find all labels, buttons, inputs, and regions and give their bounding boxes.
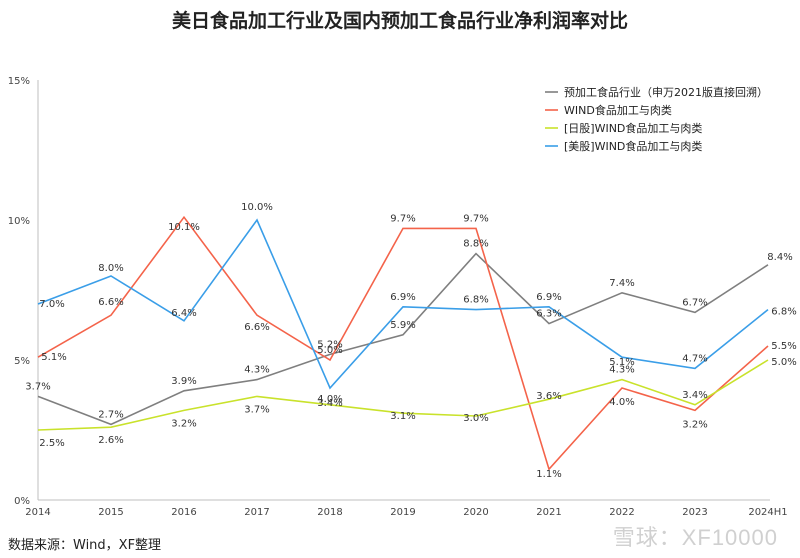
data-label: 4.7% bbox=[682, 353, 707, 364]
y-tick-label: 10% bbox=[8, 216, 30, 227]
data-label: 4.0% bbox=[609, 397, 634, 408]
data-label: 3.4% bbox=[682, 390, 707, 401]
x-tick-label: 2021 bbox=[536, 507, 561, 518]
y-tick-label: 5% bbox=[14, 356, 30, 367]
data-label: 8.4% bbox=[767, 252, 792, 263]
data-label: 5.2% bbox=[317, 339, 342, 350]
y-tick-label: 0% bbox=[14, 496, 30, 507]
legend-label: WIND食品加工与肉类 bbox=[564, 103, 672, 117]
data-label: 5.0% bbox=[317, 345, 342, 356]
data-label: 6.8% bbox=[463, 295, 488, 306]
data-label: 6.6% bbox=[244, 322, 269, 333]
data-label: 5.5% bbox=[771, 341, 796, 352]
series-line bbox=[37, 252, 769, 426]
watermark: 雪球：XF10000 bbox=[612, 525, 778, 550]
source-note: 数据来源：Wind，XF整理 bbox=[8, 538, 162, 553]
data-label: 6.4% bbox=[171, 308, 196, 319]
series-line bbox=[37, 359, 769, 431]
x-tick-label: 2015 bbox=[98, 507, 123, 518]
data-label: 1.1% bbox=[536, 469, 561, 480]
data-label: 5.1% bbox=[41, 352, 66, 363]
legend-label: [美股]WIND食品加工与肉类 bbox=[564, 139, 702, 153]
legend-label: 预加工食品行业（申万2021版直接回溯） bbox=[564, 85, 768, 99]
data-label: 10.1% bbox=[168, 222, 200, 233]
x-tick-label: 2016 bbox=[171, 507, 196, 518]
data-label: 6.7% bbox=[682, 297, 707, 308]
data-label: 10.0% bbox=[241, 202, 273, 213]
data-label: 2.7% bbox=[98, 409, 123, 420]
x-tick-label: 2020 bbox=[463, 507, 488, 518]
data-label: 3.7% bbox=[244, 404, 269, 415]
y-tick-label: 15% bbox=[8, 76, 30, 87]
data-label: 4.0% bbox=[317, 394, 342, 405]
data-label: 8.8% bbox=[463, 239, 488, 250]
data-label: 3.2% bbox=[171, 418, 196, 429]
x-tick-label: 2017 bbox=[244, 507, 269, 518]
series-line bbox=[37, 218, 769, 390]
data-label: 6.9% bbox=[536, 292, 561, 303]
data-label: 3.4% bbox=[317, 398, 342, 409]
data-label: 8.0% bbox=[98, 263, 123, 274]
data-label: 4.3% bbox=[244, 365, 269, 376]
data-label: 3.1% bbox=[390, 411, 415, 422]
data-label: 5.1% bbox=[609, 357, 634, 368]
data-label: 5.9% bbox=[390, 320, 415, 331]
data-label: 9.7% bbox=[463, 213, 488, 224]
data-label: 6.9% bbox=[390, 292, 415, 303]
x-tick-label: 2023 bbox=[682, 507, 707, 518]
data-label: 2.6% bbox=[98, 435, 123, 446]
x-tick-label: 2018 bbox=[317, 507, 342, 518]
data-label: 7.0% bbox=[39, 299, 64, 310]
x-tick-label: 2024H1 bbox=[748, 507, 787, 518]
series-line bbox=[37, 215, 769, 471]
data-label: 2.5% bbox=[39, 438, 64, 449]
data-label: 6.6% bbox=[98, 297, 123, 308]
legend-label: [日股]WIND食品加工与肉类 bbox=[564, 121, 702, 135]
data-label: 3.2% bbox=[682, 419, 707, 430]
data-label: 3.9% bbox=[171, 376, 196, 387]
data-label: 6.8% bbox=[771, 307, 796, 318]
data-label: 3.0% bbox=[463, 413, 488, 424]
x-tick-label: 2022 bbox=[609, 507, 634, 518]
data-label: 6.3% bbox=[536, 309, 561, 320]
x-tick-label: 2019 bbox=[390, 507, 415, 518]
data-label: 4.3% bbox=[609, 365, 634, 376]
data-label: 9.7% bbox=[390, 213, 415, 224]
data-label: 7.4% bbox=[609, 278, 634, 289]
data-label: 5.0% bbox=[771, 357, 796, 368]
data-label: 3.6% bbox=[536, 391, 561, 402]
data-label: 3.7% bbox=[25, 381, 50, 392]
x-tick-label: 2014 bbox=[25, 507, 50, 518]
chart-title: 美日食品加工行业及国内预加工食品行业净利润率对比 bbox=[171, 10, 628, 32]
